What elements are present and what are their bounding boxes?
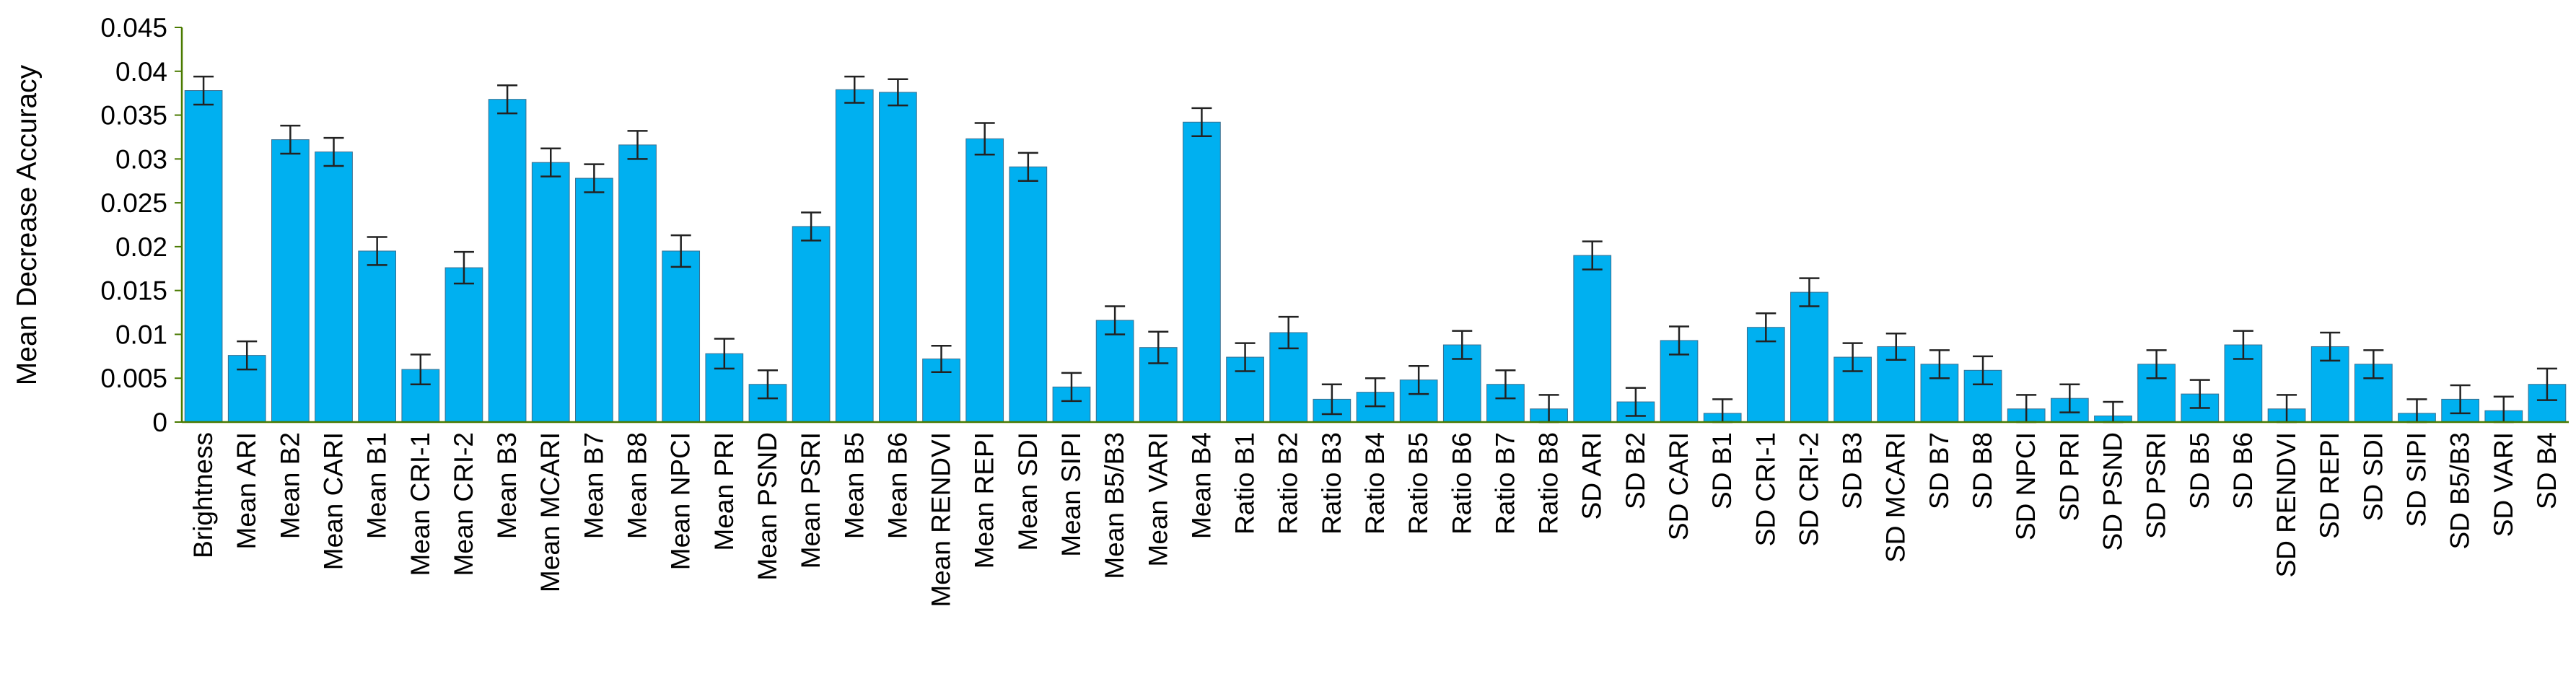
x-tick-label: Mean ARI bbox=[232, 432, 261, 549]
x-tick-label: Mean PSND bbox=[753, 432, 782, 581]
x-tick-label: SD NPCI bbox=[2011, 432, 2041, 540]
bars bbox=[184, 89, 2567, 423]
x-tick-label: SD B5/B3 bbox=[2445, 432, 2475, 549]
x-tick-label: SD B7 bbox=[1924, 432, 1954, 509]
x-tick-label: Ratio B3 bbox=[1317, 432, 1346, 535]
y-tick-label: 0.005 bbox=[100, 364, 167, 393]
x-tick-label: Mean B4 bbox=[1186, 432, 1216, 539]
x-tick-label: SD B3 bbox=[1838, 432, 1867, 509]
x-tick-label: SD B5 bbox=[2185, 432, 2214, 509]
bar bbox=[358, 250, 397, 423]
bar bbox=[184, 90, 223, 423]
bar bbox=[792, 226, 831, 423]
y-axis-ticks: 0 0.005 0.01 0.015 0.02 0.025 0.03 0.035 0.04 0.0… bbox=[100, 13, 182, 437]
y-tick-label: 0.03 bbox=[115, 144, 167, 174]
bar bbox=[1790, 291, 1828, 423]
x-tick-label: Mean B3 bbox=[492, 432, 522, 539]
y-tick-label: 0.02 bbox=[115, 232, 167, 262]
x-tick-label: Mean B5 bbox=[839, 432, 869, 539]
bar bbox=[575, 177, 613, 423]
x-tick-label: Mean SDI bbox=[1013, 432, 1043, 551]
x-tick-label: Mean B7 bbox=[579, 432, 608, 539]
x-tick-label: Mean B6 bbox=[882, 432, 912, 539]
bar bbox=[835, 89, 874, 423]
y-tick-label: 0.025 bbox=[100, 188, 167, 218]
y-tick-label: 0.01 bbox=[115, 320, 167, 349]
x-tick-label: SD PRI bbox=[2054, 432, 2084, 521]
x-tick-label: SD B6 bbox=[2228, 432, 2258, 509]
bar bbox=[1573, 255, 1612, 423]
bar bbox=[879, 92, 917, 423]
bar bbox=[1746, 327, 1785, 423]
x-tick-label: SD SIPI bbox=[2401, 432, 2431, 527]
bar bbox=[271, 139, 310, 423]
x-tick-label: Brightness bbox=[188, 432, 218, 558]
x-tick-label: Ratio B1 bbox=[1230, 432, 1260, 535]
x-tick-label: SD B8 bbox=[1968, 432, 1997, 509]
bar bbox=[662, 250, 701, 423]
x-tick-label: Mean CRI-2 bbox=[449, 432, 478, 576]
x-tick-label: Ratio B5 bbox=[1403, 432, 1433, 535]
y-tick-label: 0.015 bbox=[100, 276, 167, 306]
bar bbox=[315, 152, 353, 423]
x-tick-label: Ratio B6 bbox=[1447, 432, 1476, 535]
x-tick-label: SD B4 bbox=[2532, 432, 2562, 509]
bar bbox=[444, 267, 483, 423]
y-tick-label: 0.045 bbox=[100, 13, 167, 43]
x-tick-label: Ratio B4 bbox=[1360, 432, 1390, 535]
x-tick-label: Ratio B7 bbox=[1490, 432, 1520, 535]
x-tick-label: Mean RENDVI bbox=[926, 432, 956, 607]
x-tick-label: SD SDI bbox=[2358, 432, 2388, 521]
x-tick-label: SD CRI-2 bbox=[1794, 432, 1823, 546]
x-tick-label: Mean B1 bbox=[362, 432, 392, 539]
y-tick-label: 0.035 bbox=[100, 101, 167, 131]
bar bbox=[1009, 166, 1048, 423]
bar bbox=[488, 99, 527, 423]
x-axis-labels: Brightness Mean ARI Mean B2 Mean CARI Mean B… bbox=[188, 432, 2562, 607]
y-axis-title: Mean Decrease Accuracy bbox=[12, 64, 43, 385]
x-tick-label: Mean CARI bbox=[319, 432, 349, 570]
bar bbox=[618, 144, 657, 423]
bar bbox=[1095, 320, 1134, 423]
x-tick-label: Mean VARI bbox=[1143, 432, 1173, 566]
x-tick-label: SD CRI-1 bbox=[1751, 432, 1780, 546]
x-tick-label: SD PSND bbox=[2098, 432, 2127, 550]
x-tick-label: Mean PSRI bbox=[796, 432, 825, 569]
x-tick-label: SD MCARI bbox=[1881, 432, 1911, 563]
x-tick-label: SD CARI bbox=[1664, 432, 1694, 540]
x-tick-label: Ratio B8 bbox=[1534, 432, 1564, 535]
x-tick-label: Mean CRI-1 bbox=[406, 432, 435, 576]
x-tick-label: Mean REPI bbox=[970, 432, 999, 569]
x-tick-label: SD VARI bbox=[2489, 432, 2518, 537]
x-tick-label: SD B1 bbox=[1707, 432, 1737, 509]
bar bbox=[965, 138, 1004, 423]
x-tick-label: SD RENDVI bbox=[2271, 432, 2301, 577]
y-tick-label: 0.04 bbox=[115, 57, 167, 87]
x-tick-label: Mean SIPI bbox=[1056, 432, 1086, 557]
x-tick-label: Mean PRI bbox=[709, 432, 739, 551]
x-tick-label: SD REPI bbox=[2315, 432, 2344, 539]
x-tick-label: Mean B2 bbox=[275, 432, 305, 539]
x-tick-label: Mean B5/B3 bbox=[1100, 432, 1129, 579]
y-tick-label: 0 bbox=[152, 408, 167, 437]
bar bbox=[531, 162, 570, 423]
bar bbox=[1183, 121, 1221, 423]
x-tick-label: Mean NPCI bbox=[666, 432, 696, 570]
x-tick-label: Mean MCARI bbox=[535, 432, 565, 592]
x-tick-label: Mean B8 bbox=[623, 432, 652, 539]
x-tick-label: SD ARI bbox=[1577, 432, 1607, 519]
x-tick-label: Ratio B2 bbox=[1274, 432, 1303, 535]
x-tick-label: SD PSRI bbox=[2142, 432, 2171, 539]
x-tick-label: SD B2 bbox=[1621, 432, 1650, 509]
